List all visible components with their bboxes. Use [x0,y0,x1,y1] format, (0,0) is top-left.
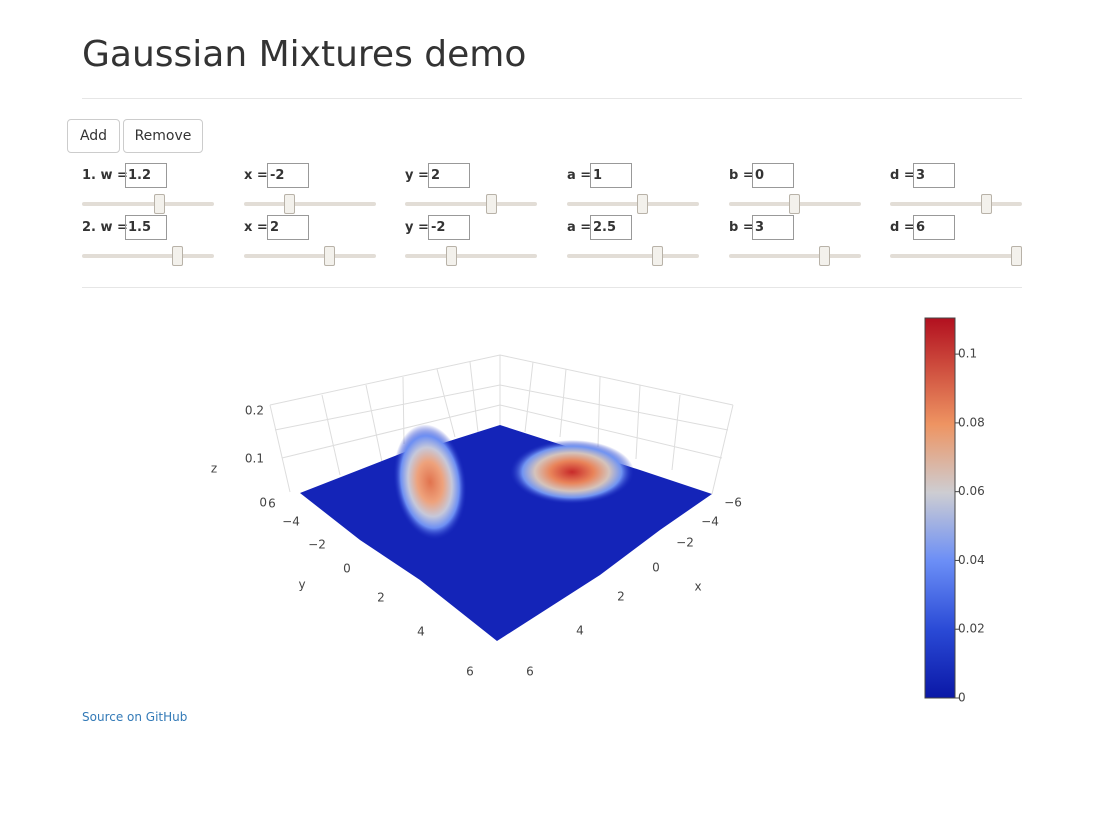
field-label: y = [405,220,429,235]
slider-track [890,254,1022,258]
x-tick-label: 0 [652,561,660,575]
slider-track [244,254,376,258]
slider-track [567,254,699,258]
field-input[interactable]: 3 [752,215,794,240]
x-tick-label: −2 [676,536,694,550]
field-input[interactable]: 2.5 [590,215,632,240]
x-axis-title: x [694,580,701,594]
x-tick-label: 2 [617,590,625,604]
y-tick-label: 6 [466,665,474,679]
x-tick-label: 4 [576,624,584,638]
field-input[interactable]: 3 [913,163,955,188]
slider-track [82,202,214,206]
z-tick-label: 0.1 [245,452,264,466]
slider-thumb[interactable] [652,246,663,266]
surface-peak [510,440,634,504]
slider-thumb[interactable] [486,194,497,214]
field-input[interactable]: -2 [267,163,309,188]
x-tick-label: −4 [701,515,719,529]
y-tick-label: 2 [377,591,385,605]
y-tick-label: 4 [417,625,425,639]
field-label: a = [567,168,592,183]
y-axis-title: y [298,578,305,592]
y-tick-label: −4 [282,515,300,529]
field-input[interactable]: 2 [267,215,309,240]
field-label: 2. w = [82,220,128,235]
field-input[interactable]: 2 [428,163,470,188]
divider [82,287,1022,288]
slider-track [244,202,376,206]
slider-thumb[interactable] [284,194,295,214]
slider-thumb[interactable] [637,194,648,214]
field-label: b = [729,168,754,183]
field-input[interactable]: 1.2 [125,163,167,188]
colorbar [924,317,956,699]
z-tick-label: 0 [259,496,267,510]
slider-thumb[interactable] [154,194,165,214]
page-title: Gaussian Mixtures demo [82,34,527,75]
slider-track [890,202,1022,206]
colorbar-tick-label: 0.06 [958,484,985,498]
colorbar-tick-label: 0.02 [958,622,985,636]
y-tick-label: −2 [308,538,326,552]
slider-track [82,254,214,258]
y-tick-label: 6 [268,497,276,511]
field-input[interactable]: 1.5 [125,215,167,240]
slider-thumb[interactable] [172,246,183,266]
surface [300,425,712,641]
colorbar-tick-label: 0.1 [958,347,977,361]
field-input[interactable]: -2 [428,215,470,240]
axis-walls [269,354,734,495]
x-tick-label: −6 [724,496,742,510]
slider-thumb[interactable] [324,246,335,266]
field-label: 1. w = [82,168,128,183]
slider-track [729,254,861,258]
field-input[interactable]: 0 [752,163,794,188]
divider [82,98,1022,99]
slider-thumb[interactable] [1011,246,1022,266]
plot: 0 0.1 0.2 z 6 −4 −2 0 2 4 6 y −6 −4 −2 0… [211,317,985,705]
z-tick-label: 0.2 [245,404,264,418]
slider-thumb[interactable] [446,246,457,266]
colorbar-tick-label: 0 [958,691,966,705]
slider-track [405,254,537,258]
field-input[interactable]: 1 [590,163,632,188]
field-label: a = [567,220,592,235]
field-input[interactable]: 6 [913,215,955,240]
remove-button[interactable]: Remove [123,119,203,153]
field-label: d = [890,168,915,183]
z-axis-title: z [211,462,217,476]
add-button[interactable]: Add [67,119,120,153]
github-link[interactable]: Source on GitHub [82,710,188,724]
x-tick-label: 6 [526,665,534,679]
colorbar-tick-label: 0.04 [958,553,985,567]
slider-track [567,202,699,206]
slider-track [405,202,537,206]
field-label: x = [244,168,268,183]
y-tick-label: 0 [343,562,351,576]
field-label: x = [244,220,268,235]
colorbar-tick-label: 0.08 [958,415,985,429]
field-label: b = [729,220,754,235]
field-label: y = [405,168,429,183]
slider-thumb[interactable] [819,246,830,266]
surface-peak [393,424,467,540]
field-label: d = [890,220,915,235]
slider-thumb[interactable] [789,194,800,214]
slider-thumb[interactable] [981,194,992,214]
